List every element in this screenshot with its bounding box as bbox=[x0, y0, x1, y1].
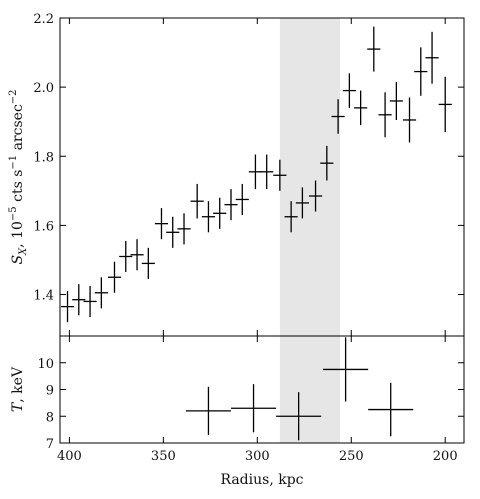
surface-brightness-point bbox=[72, 284, 86, 316]
surface-brightness-point bbox=[130, 239, 144, 271]
surface-brightness-point bbox=[235, 183, 249, 216]
temperature-frame bbox=[59, 335, 465, 444]
y-tick-label: 1.4 bbox=[33, 289, 54, 304]
y-tick-label: 10 bbox=[37, 357, 54, 372]
temperature-unit: , keV bbox=[10, 366, 26, 403]
surface-brightness-axis-title: SX, 10−5 cts s−1 arcsec−2 bbox=[8, 89, 29, 264]
y-tick-label: 2.0 bbox=[33, 81, 54, 96]
surface-brightness-point bbox=[320, 145, 334, 181]
y-tick-label: 9 bbox=[46, 384, 54, 399]
surface-brightness-point bbox=[141, 247, 155, 279]
surface-brightness-point bbox=[119, 240, 133, 273]
temperature-point bbox=[368, 382, 414, 437]
surface-brightness-point bbox=[378, 92, 392, 138]
temperature-symbol: T bbox=[10, 401, 26, 412]
surface-brightness-point bbox=[107, 261, 122, 293]
surface-brightness-point bbox=[295, 187, 309, 219]
temperature-panel: 7 8 9 10 400 350 300 250 200 T, keV bbox=[10, 335, 465, 464]
surface-brightness-point bbox=[438, 76, 452, 133]
surface-brightness-point bbox=[273, 159, 287, 191]
surface-brightness-point bbox=[354, 90, 368, 126]
surface-brightness-point bbox=[425, 31, 439, 84]
temperature-point bbox=[323, 337, 369, 402]
ylabel-text-a: , 10 bbox=[10, 221, 26, 248]
shaded-region-top bbox=[279, 18, 340, 336]
surface-brightness-point bbox=[414, 47, 428, 96]
y-tick-label: 1.6 bbox=[33, 219, 54, 234]
temperature-point bbox=[230, 384, 277, 433]
temperature-point bbox=[276, 392, 322, 441]
surface-brightness-point bbox=[248, 154, 262, 190]
y-tick-label: 8 bbox=[46, 410, 54, 425]
surface-brightness-frame bbox=[59, 17, 465, 337]
surface-brightness-point bbox=[331, 99, 345, 134]
surface-brightness-panel: 1.4 1.6 1.8 2.0 2.2 SX, 10−5 cts s−1 arcsec−… bbox=[8, 12, 465, 337]
surface-brightness-point bbox=[94, 277, 108, 309]
surface-brightness-point bbox=[166, 216, 180, 248]
ylabel-exponent-a: −5 bbox=[8, 206, 19, 221]
shaded-region-bottom bbox=[279, 336, 340, 443]
surface-brightness-point bbox=[224, 189, 238, 221]
x-tick-label: 250 bbox=[339, 449, 364, 464]
y-tick-label: 2.2 bbox=[33, 12, 54, 27]
x-tick-label: 300 bbox=[245, 449, 270, 464]
surface-brightness-point bbox=[177, 213, 191, 245]
surface-brightness-point bbox=[83, 285, 97, 317]
ylabel-symbol: S bbox=[10, 255, 26, 265]
ylabel-subscript: X bbox=[18, 247, 29, 256]
surface-brightness-point bbox=[213, 197, 227, 229]
temperature-point bbox=[185, 386, 231, 435]
y-tick-label: 7 bbox=[46, 437, 54, 452]
surface-brightness-point bbox=[402, 97, 417, 143]
surface-brightness-point bbox=[342, 73, 356, 108]
surface-brightness-point bbox=[154, 208, 169, 240]
surface-brightness-point bbox=[367, 26, 381, 72]
surface-brightness-point bbox=[190, 183, 204, 219]
ylabel-text-c: arcsec bbox=[10, 104, 26, 155]
surface-brightness-point bbox=[389, 81, 403, 120]
temperature-axis-title: T, keV bbox=[10, 366, 26, 412]
ylabel-exponent-b: −1 bbox=[8, 155, 19, 170]
x-axis-title: Radius, kpc bbox=[220, 472, 303, 488]
surface-brightness-point bbox=[201, 201, 216, 233]
x-tick-label: 350 bbox=[151, 449, 176, 464]
y-tick-label: 1.8 bbox=[33, 150, 54, 165]
surface-brightness-point bbox=[60, 291, 75, 323]
surface-brightness-point bbox=[260, 154, 274, 190]
surface-brightness-point bbox=[308, 180, 323, 212]
ylabel-exponent-c: −2 bbox=[8, 89, 19, 104]
x-tick-label: 400 bbox=[57, 449, 82, 464]
ylabel-text-b: cts s bbox=[10, 170, 26, 207]
x-tick-label: 200 bbox=[433, 449, 458, 464]
surface-brightness-point bbox=[284, 201, 298, 233]
